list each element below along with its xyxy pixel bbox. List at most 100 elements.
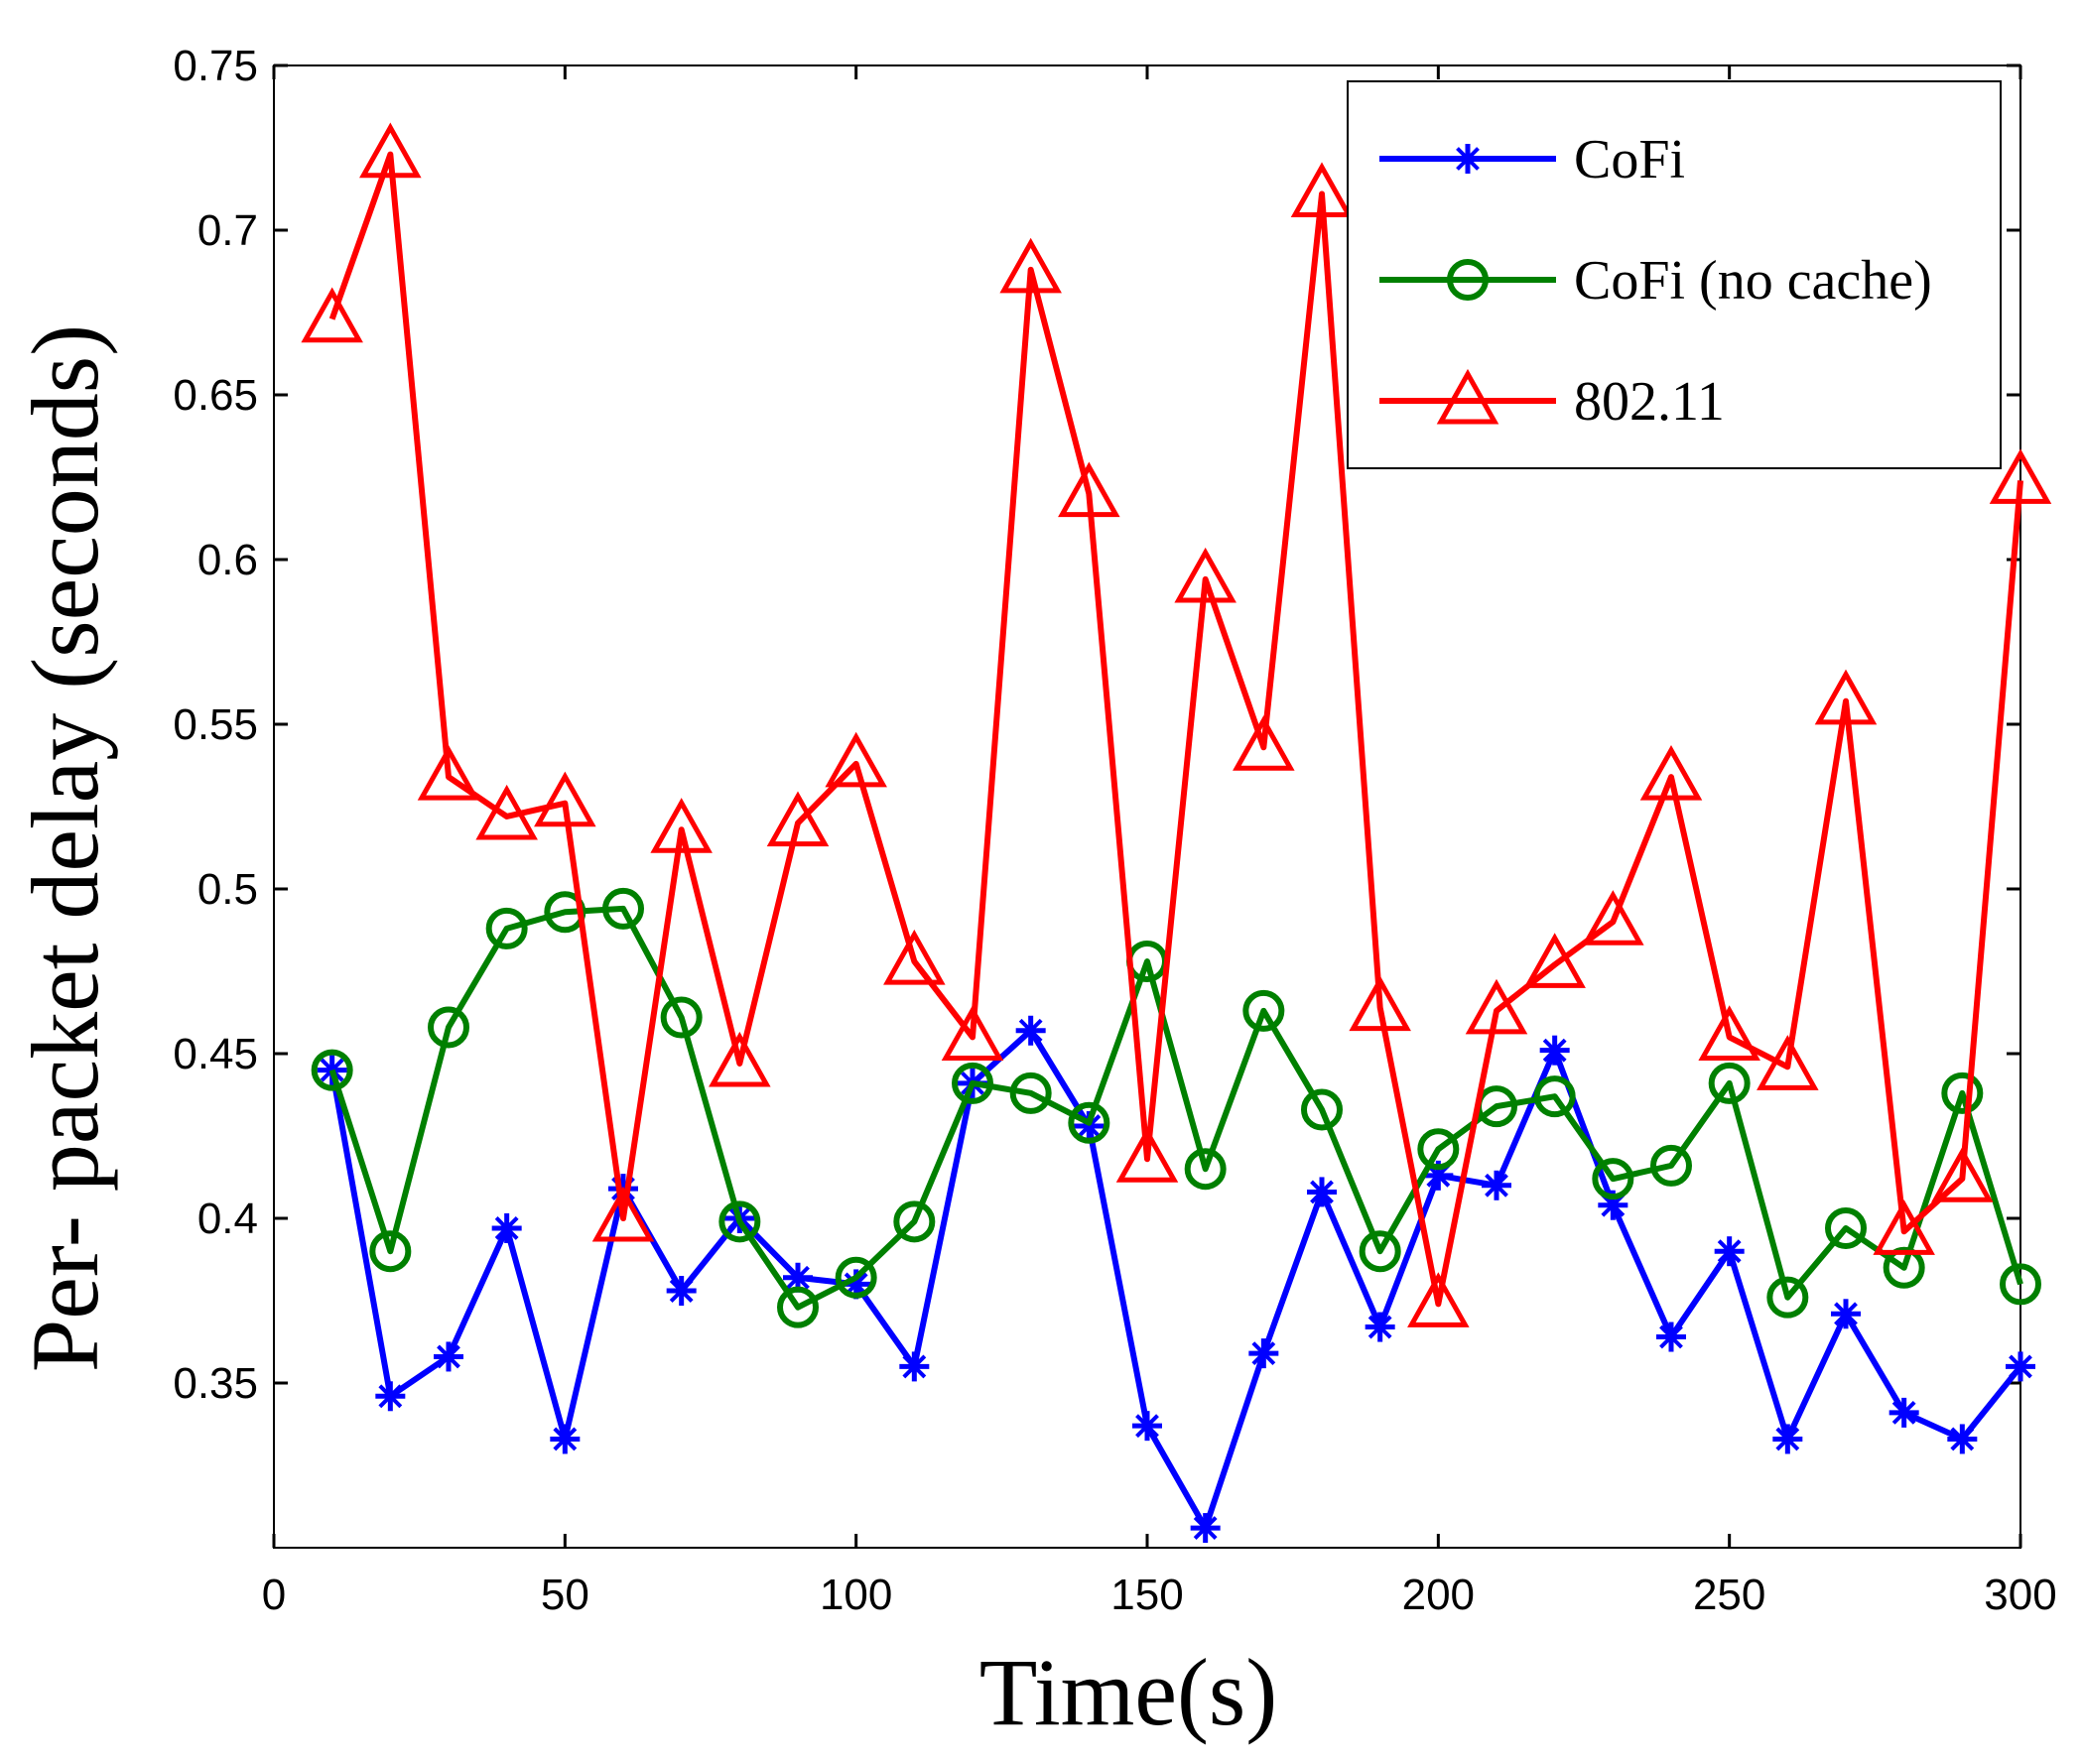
data-point xyxy=(2006,1351,2035,1382)
data-point xyxy=(1115,1127,1179,1183)
data-point xyxy=(1482,1170,1511,1200)
data-point xyxy=(1184,1148,1227,1191)
data-point xyxy=(1132,1411,1162,1442)
data-point xyxy=(475,784,538,840)
marker-stroke-d2 xyxy=(1456,147,1480,171)
legend-marker xyxy=(1436,368,1499,425)
data-point xyxy=(1772,1424,1803,1454)
data-point xyxy=(359,122,422,179)
legend-marker xyxy=(1447,259,1489,301)
data-point xyxy=(1290,162,1354,218)
legend-marker xyxy=(1453,144,1483,174)
data-point xyxy=(485,907,528,949)
data-point xyxy=(883,929,946,985)
data-point xyxy=(375,1381,406,1412)
data-point xyxy=(650,798,713,853)
marker-stroke-d2 xyxy=(1367,1315,1392,1339)
marker-stroke-d2 xyxy=(1310,1180,1334,1204)
data-point xyxy=(941,1005,1004,1061)
marker-stroke-d2 xyxy=(1834,1302,1858,1326)
marker-stroke-d2 xyxy=(437,1344,460,1369)
data-point xyxy=(1639,745,1703,801)
marker-stroke-d2 xyxy=(1950,1427,1975,1451)
data-point xyxy=(1698,1005,1760,1061)
data-point xyxy=(666,1276,697,1307)
marker-stroke-d2 xyxy=(2009,1354,2032,1379)
data-point xyxy=(1931,1147,1994,1202)
data-point xyxy=(899,1351,930,1382)
marker-stroke-d2 xyxy=(1251,1341,1276,1366)
y-tick-label: 0.35 xyxy=(173,1359,258,1408)
data-point xyxy=(1233,715,1295,771)
data-point xyxy=(825,731,887,788)
y-tick-label: 0.5 xyxy=(197,865,258,914)
data-point xyxy=(311,1049,353,1091)
data-point xyxy=(1814,669,1878,725)
data-point xyxy=(777,1286,819,1328)
x-tick-label: 300 xyxy=(1984,1571,2056,1619)
marker-stroke-d2 xyxy=(669,1279,694,1303)
data-point xyxy=(1883,1246,1925,1289)
data-point xyxy=(1825,1206,1867,1249)
marker-stroke-d2 xyxy=(1542,1038,1567,1063)
data-point xyxy=(591,1186,655,1242)
marker-stroke-d2 xyxy=(1018,1018,1043,1043)
data-point xyxy=(2000,1263,2041,1306)
data-point xyxy=(1058,461,1120,518)
y-tick-label: 0.45 xyxy=(173,1030,258,1078)
data-point xyxy=(1650,1144,1692,1187)
data-point xyxy=(1766,1276,1809,1319)
data-point xyxy=(1533,1075,1576,1118)
data-point xyxy=(1301,1088,1343,1131)
data-point xyxy=(1174,547,1237,603)
data-point xyxy=(709,1031,771,1087)
y-tick-label: 0.4 xyxy=(197,1195,258,1243)
data-point xyxy=(952,1062,993,1104)
data-point xyxy=(534,771,596,827)
data-point xyxy=(1989,448,2052,504)
series-2 xyxy=(301,122,2052,1327)
data-point xyxy=(1359,1230,1401,1273)
series-line xyxy=(328,1027,2023,1532)
data-point xyxy=(660,996,703,1039)
y-tick-label: 0.7 xyxy=(197,206,258,255)
data-point xyxy=(550,1424,581,1454)
data-point xyxy=(1407,1272,1470,1327)
data-point xyxy=(1582,890,1644,945)
series-line xyxy=(328,151,2023,1308)
series-layer xyxy=(301,122,2052,1544)
y-axis-title: Per- packet delay (seconds) xyxy=(12,324,118,1372)
data-point xyxy=(1539,1035,1570,1066)
data-point xyxy=(1307,1177,1337,1207)
data-point xyxy=(766,791,830,847)
marker-stroke-d2 xyxy=(1077,1114,1102,1138)
legend-entry: CoFi (no cache) xyxy=(1379,250,1932,312)
y-tick-label: 0.6 xyxy=(197,536,258,584)
data-point xyxy=(1714,1236,1745,1267)
x-axis-title: Time(s) xyxy=(979,1639,1278,1745)
marker-stroke-d2 xyxy=(786,1265,810,1290)
data-point xyxy=(1349,975,1411,1032)
data-point xyxy=(434,1341,463,1372)
data-point xyxy=(301,287,363,343)
data-point xyxy=(602,887,644,930)
data-point xyxy=(1068,1101,1110,1144)
marker-stroke-d2 xyxy=(1659,1324,1683,1349)
marker-stroke-d2 xyxy=(902,1354,927,1379)
data-point xyxy=(1941,1071,1984,1114)
series-line xyxy=(328,905,2023,1311)
marker-stroke-d2 xyxy=(1485,1173,1508,1197)
data-point xyxy=(1417,1128,1460,1171)
legend-entry: 802.11 xyxy=(1379,368,1725,433)
marker-stroke-d2 xyxy=(1193,1516,1218,1540)
legend-box xyxy=(1347,80,2002,469)
data-point xyxy=(1831,1299,1861,1329)
y-tick-label: 0.75 xyxy=(173,42,258,90)
legend-label: CoFi (no cache) xyxy=(1574,250,1932,312)
y-tick-label: 0.55 xyxy=(173,700,258,749)
marker-stroke-d2 xyxy=(553,1427,578,1451)
data-point xyxy=(1190,1513,1221,1544)
data-point xyxy=(1242,989,1285,1032)
legend-label: CoFi xyxy=(1574,129,1685,190)
series-1 xyxy=(311,887,2041,1328)
